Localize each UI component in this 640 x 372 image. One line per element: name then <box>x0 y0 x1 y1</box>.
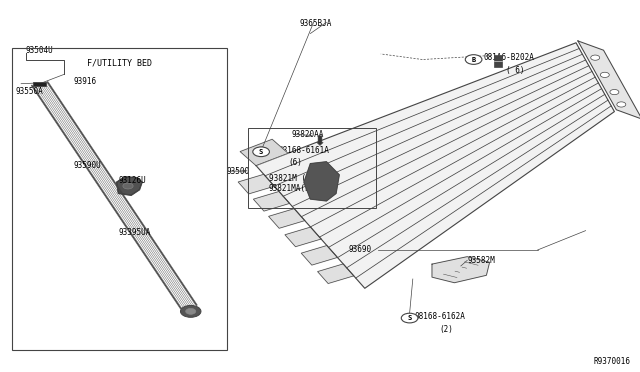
Text: 93821MA(LH): 93821MA(LH) <box>269 185 319 193</box>
Bar <box>494 55 502 67</box>
Text: 93690: 93690 <box>349 246 372 254</box>
Text: 08168-6162A: 08168-6162A <box>415 312 465 321</box>
Text: 93582M: 93582M <box>467 256 495 265</box>
Text: 93820AA: 93820AA <box>291 130 324 139</box>
Polygon shape <box>256 43 614 288</box>
Circle shape <box>186 308 196 314</box>
Polygon shape <box>317 264 354 283</box>
Circle shape <box>610 89 619 94</box>
Circle shape <box>123 183 133 189</box>
Text: 93504U: 93504U <box>26 46 53 55</box>
Polygon shape <box>432 257 490 283</box>
FancyArrow shape <box>317 136 323 145</box>
Bar <box>248 128 376 208</box>
Circle shape <box>600 72 609 77</box>
Text: 93916: 93916 <box>74 77 97 86</box>
Text: 93821M (RH): 93821M (RH) <box>269 174 319 183</box>
FancyBboxPatch shape <box>33 82 46 86</box>
Polygon shape <box>285 227 321 247</box>
Polygon shape <box>116 177 142 195</box>
Text: ( 6): ( 6) <box>506 66 524 75</box>
Text: B: B <box>472 57 476 62</box>
Text: R9370016: R9370016 <box>593 357 630 366</box>
Polygon shape <box>253 192 289 211</box>
Text: 93550A: 93550A <box>16 87 44 96</box>
Text: (6): (6) <box>288 158 302 167</box>
Text: 93126U: 93126U <box>118 176 146 185</box>
Text: 93395UA: 93395UA <box>118 228 151 237</box>
Text: 9365BJA: 9365BJA <box>300 19 332 28</box>
Text: 93500: 93500 <box>227 167 250 176</box>
Polygon shape <box>304 162 339 201</box>
Circle shape <box>617 102 626 107</box>
Text: S: S <box>259 149 263 155</box>
Circle shape <box>401 313 418 323</box>
Polygon shape <box>301 246 337 265</box>
Bar <box>12 48 227 350</box>
Circle shape <box>253 147 269 157</box>
Text: 08168-6161A: 08168-6161A <box>278 146 329 155</box>
Text: 93590U: 93590U <box>74 161 101 170</box>
Polygon shape <box>238 174 275 194</box>
Text: S: S <box>408 315 412 321</box>
Text: F/UTILITY BED: F/UTILITY BED <box>87 59 152 68</box>
Circle shape <box>465 55 482 64</box>
Polygon shape <box>269 209 305 228</box>
Circle shape <box>256 147 266 153</box>
Text: (2): (2) <box>439 325 453 334</box>
Polygon shape <box>240 139 288 166</box>
Text: 081A6-B202A: 081A6-B202A <box>483 53 534 62</box>
Polygon shape <box>578 41 640 119</box>
Circle shape <box>180 305 201 317</box>
Circle shape <box>591 55 600 60</box>
